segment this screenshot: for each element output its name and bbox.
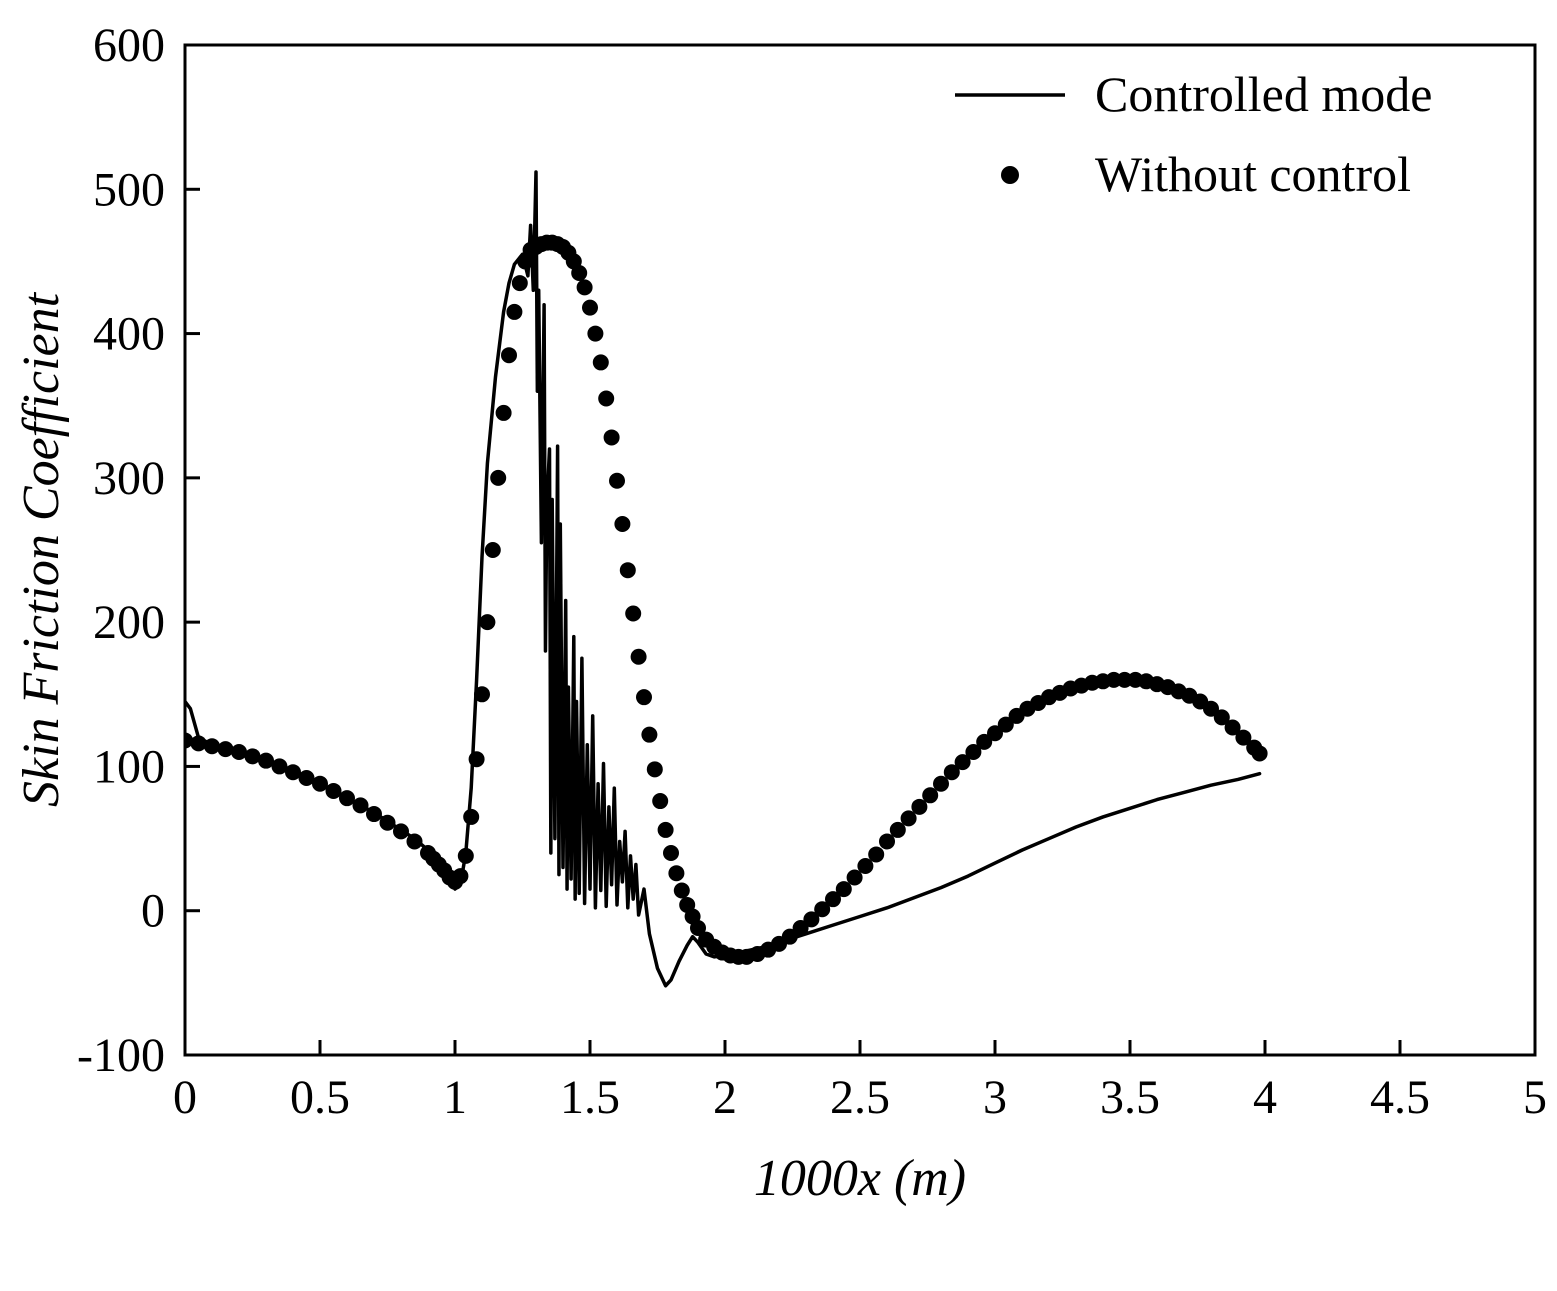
y-tick-label: 0 [141, 885, 165, 938]
y-tick-label: 400 [93, 308, 165, 361]
x-tick-label: 3 [983, 1071, 1007, 1124]
x-tick-label: 1 [443, 1071, 467, 1124]
chart-container: 00.511.522.533.544.55-100010020030040050… [0, 0, 1557, 1291]
y-tick-label: 300 [93, 452, 165, 505]
y-axis-title: Skin Friction Coefficient [13, 291, 70, 807]
y-tick-label: 600 [93, 19, 165, 72]
legend-label: Without control [1095, 146, 1411, 202]
y-tick-label: -100 [77, 1029, 165, 1082]
y-tick-label: 500 [93, 163, 165, 216]
x-tick-label: 1.5 [560, 1071, 620, 1124]
y-tick-label: 100 [93, 740, 165, 793]
legend-label: Controlled mode [1095, 66, 1432, 122]
legend-dot-icon [1001, 166, 1019, 184]
x-tick-label: 3.5 [1100, 1071, 1160, 1124]
x-tick-label: 4.5 [1370, 1071, 1430, 1124]
x-axis-title: 1000x (m) [754, 1150, 966, 1207]
x-tick-label: 2.5 [830, 1071, 890, 1124]
skin-friction-chart: 00.511.522.533.544.55-100010020030040050… [0, 0, 1557, 1291]
x-tick-label: 0.5 [290, 1071, 350, 1124]
x-tick-label: 2 [713, 1071, 737, 1124]
x-tick-label: 4 [1253, 1071, 1277, 1124]
y-tick-label: 200 [93, 596, 165, 649]
x-tick-label: 5 [1523, 1071, 1547, 1124]
x-tick-label: 0 [173, 1071, 197, 1124]
